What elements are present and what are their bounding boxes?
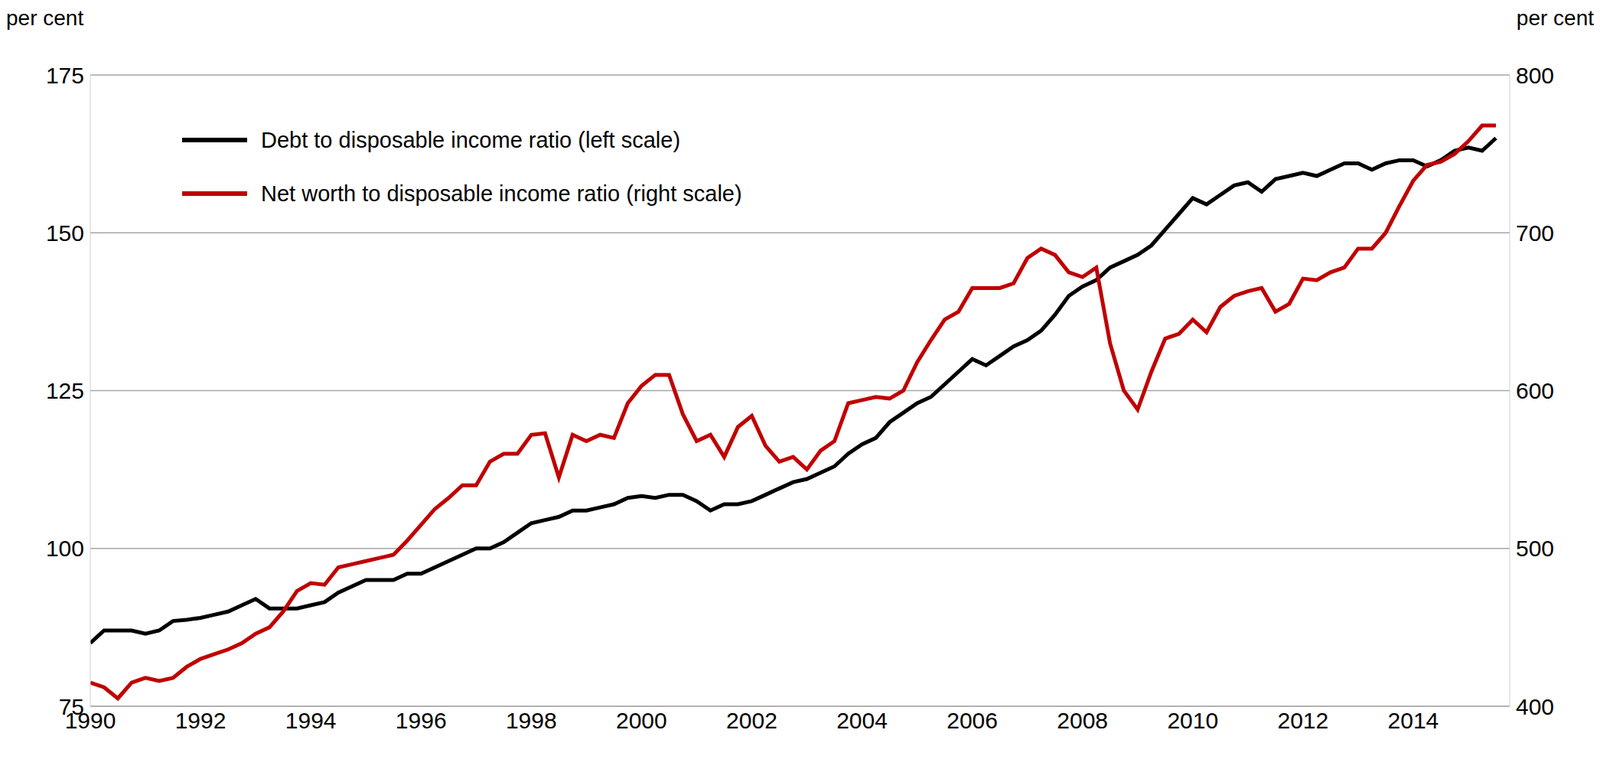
svg-text:2014: 2014 — [1388, 707, 1440, 734]
html-text:per cent: per cent — [1516, 6, 1594, 30]
svg-text:1992: 1992 — [175, 707, 227, 734]
svg-text:600: 600 — [1515, 378, 1555, 404]
html-text:per cent: per cent — [6, 6, 84, 30]
svg-text:75: 75 — [58, 694, 85, 720]
html-text:Net worth to disposable income: Net worth to disposable income ratio (ri… — [260, 180, 742, 206]
svg-text:100: 100 — [45, 535, 85, 561]
svg-text:500: 500 — [1515, 535, 1555, 561]
svg-text:2002: 2002 — [726, 707, 778, 734]
svg-text:2012: 2012 — [1277, 707, 1329, 734]
html-text:Debt to disposable income rati: Debt to disposable income ratio (left sc… — [260, 127, 681, 152]
svg-text:2006: 2006 — [946, 707, 998, 734]
svg-text:125: 125 — [45, 378, 85, 404]
svg-text:1996: 1996 — [395, 707, 447, 734]
svg-text:700: 700 — [1515, 220, 1555, 246]
svg-text:1998: 1998 — [505, 707, 558, 734]
svg-text:150: 150 — [45, 220, 85, 246]
svg-text:800: 800 — [1515, 62, 1555, 88]
svg-text:1990: 1990 — [64, 708, 116, 734]
svg-text:175: 175 — [45, 62, 85, 88]
svg-text:2004: 2004 — [836, 707, 888, 734]
svg-text:2008: 2008 — [1056, 707, 1108, 734]
svg-text:2000: 2000 — [615, 707, 668, 734]
svg-text:2010: 2010 — [1166, 707, 1219, 734]
svg-text:400: 400 — [1515, 694, 1555, 720]
svg-text:1994: 1994 — [285, 707, 337, 734]
